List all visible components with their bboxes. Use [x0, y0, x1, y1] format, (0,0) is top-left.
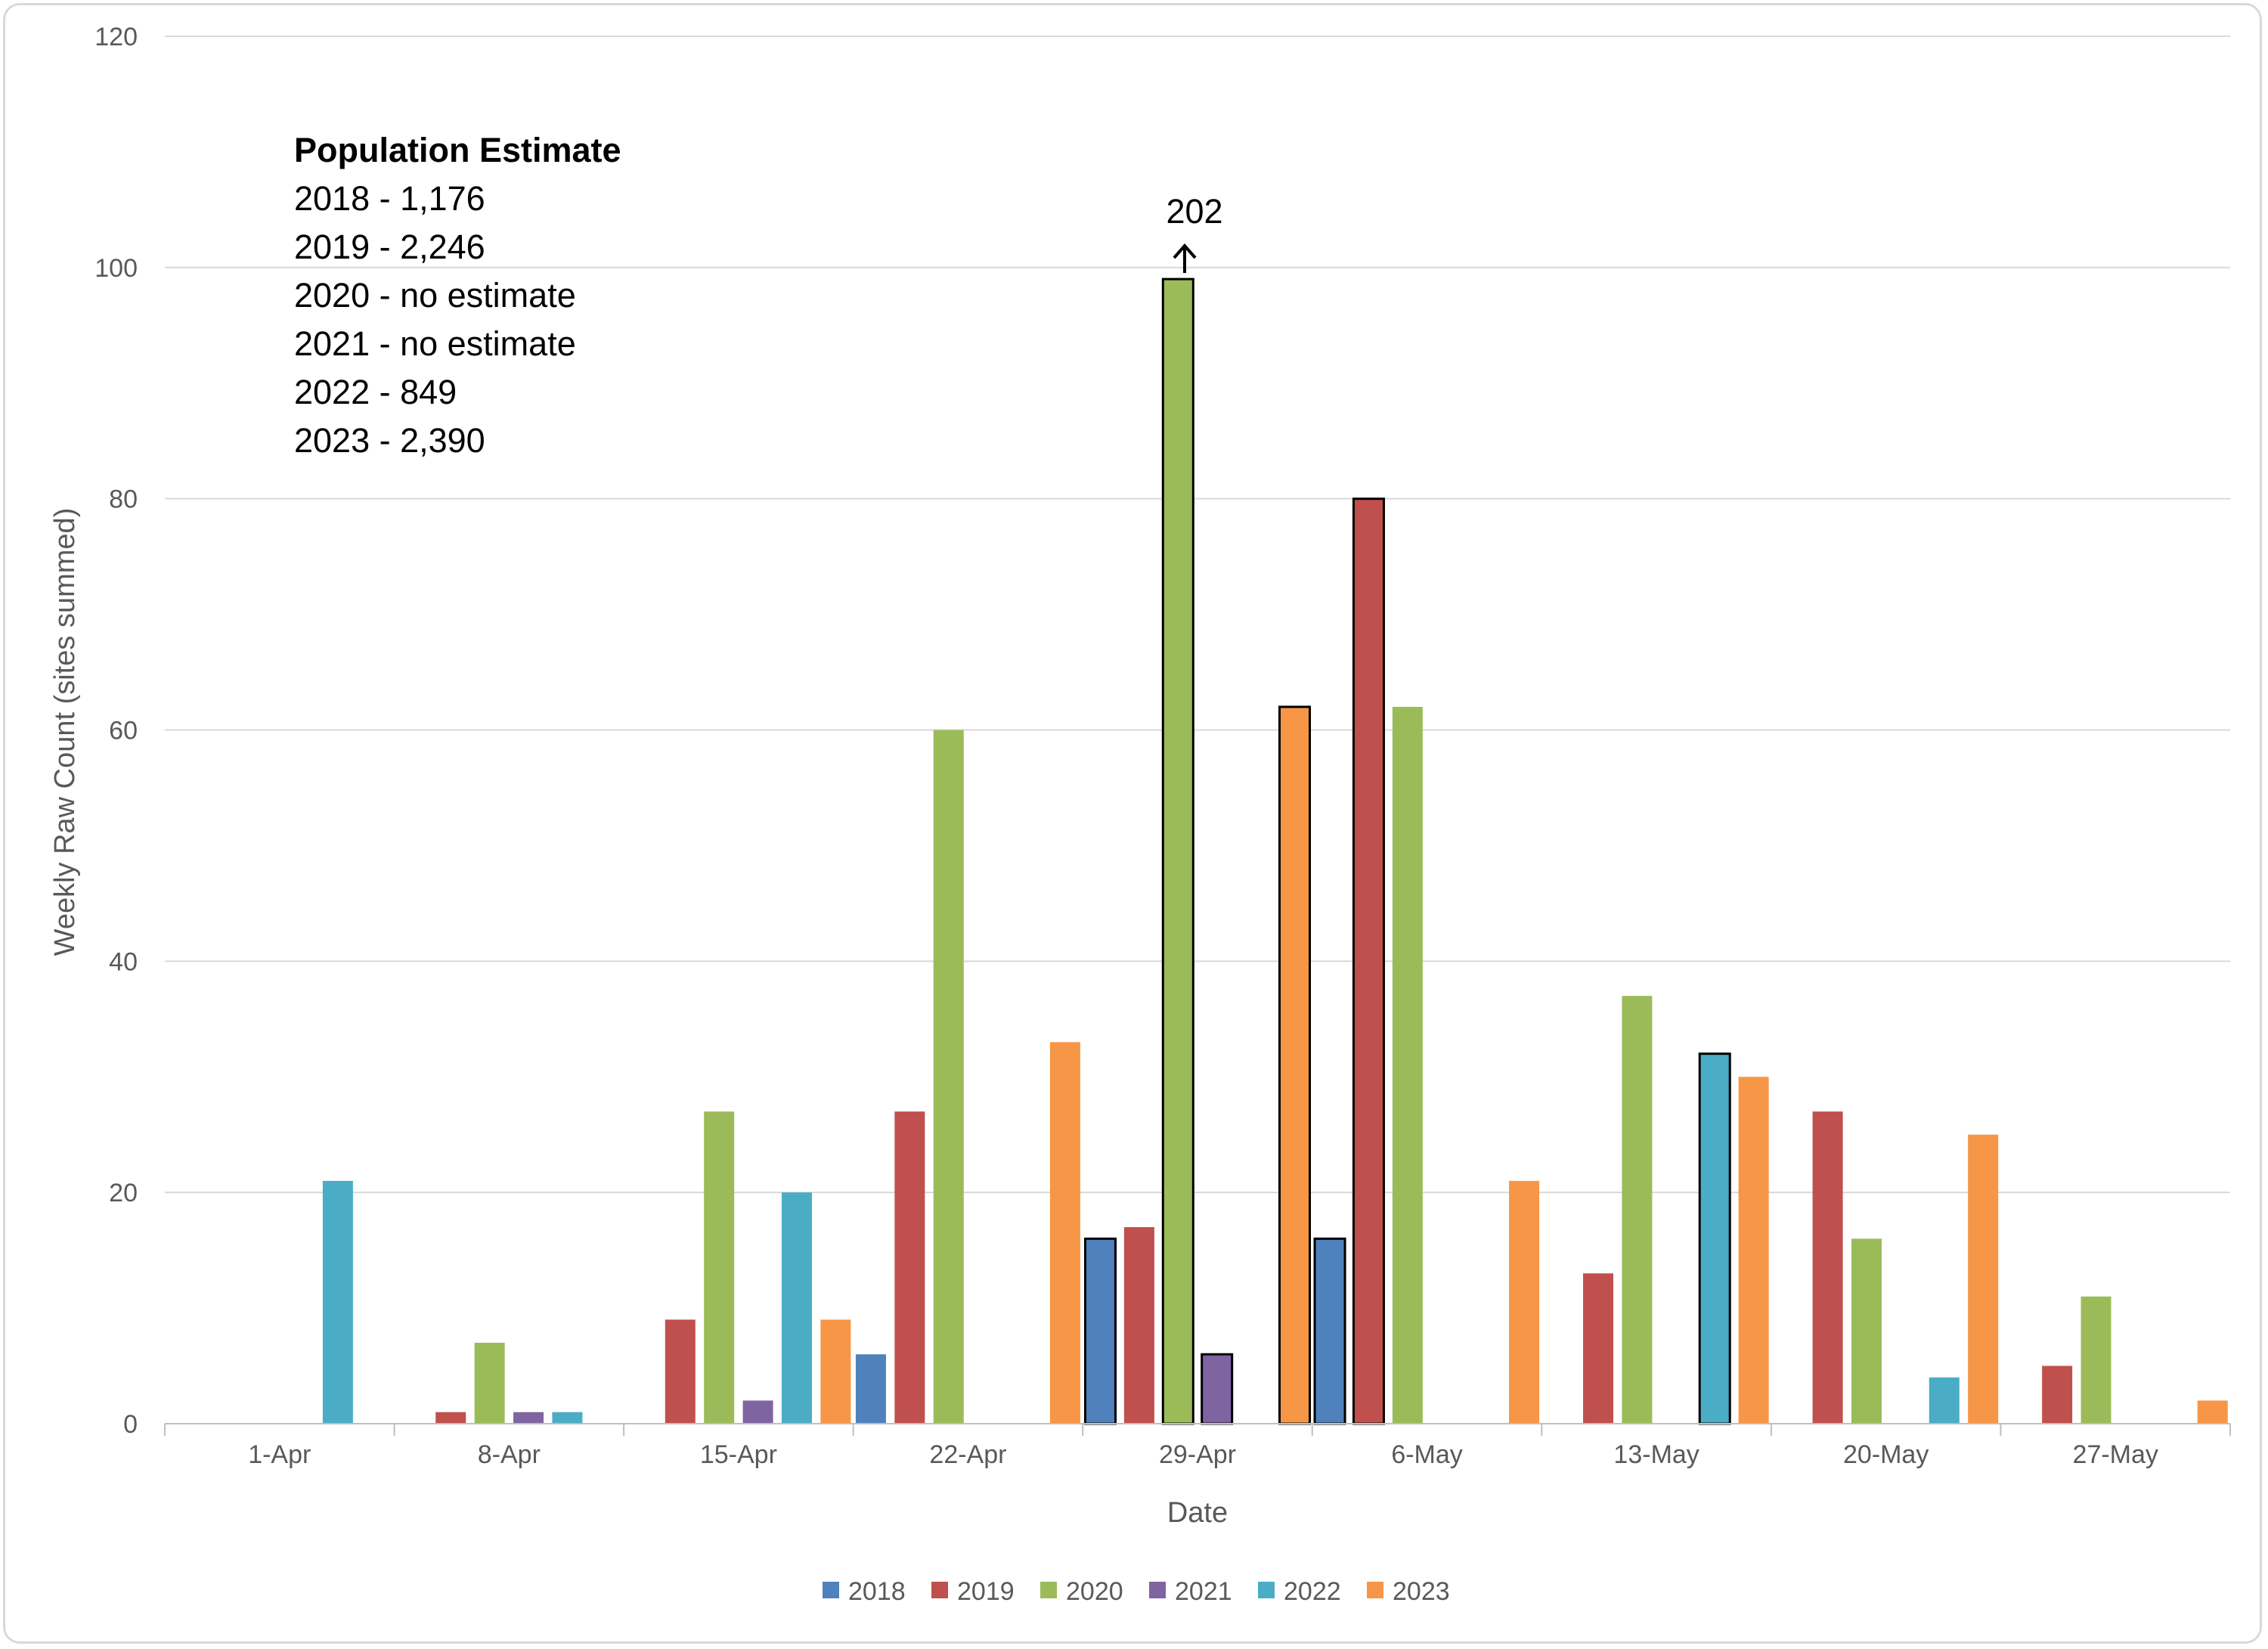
legend-swatch-2019 — [931, 1582, 948, 1598]
bar-2019-15-Apr — [665, 1319, 696, 1424]
bar-2021-15-Apr — [742, 1400, 773, 1424]
up-arrow-icon — [1173, 243, 1197, 273]
bar-2020-8-Apr — [474, 1342, 505, 1424]
truncated-value-label: 202 — [1166, 192, 1222, 231]
legend-label-2023: 2023 — [1393, 1577, 1450, 1606]
x-axis: 1-Apr 8-Apr 15-Apr 22-Apr 29-Apr 6-May 13-May 2… — [164, 1423, 2231, 1469]
annotation-line: 2019 - 2,246 — [294, 228, 485, 266]
gridlines — [165, 36, 2230, 1194]
legend-swatch-2020 — [1040, 1582, 1057, 1598]
annotation-line: 2018 - 1,176 — [294, 179, 485, 218]
x-tick-label: 6-May — [1391, 1440, 1462, 1469]
y-tick-label: 80 — [109, 485, 138, 514]
bar-2023-13-May — [1738, 1077, 1769, 1424]
bar-2020-6-May — [1392, 706, 1423, 1424]
y-tick-label: 0 — [123, 1410, 138, 1439]
bar-2019-6-May — [1352, 497, 1385, 1425]
x-tick-label: 22-Apr — [929, 1440, 1006, 1469]
y-tick-label: 100 — [94, 254, 138, 283]
bar-2021-29-Apr — [1201, 1353, 1234, 1425]
bar-2021-8-Apr — [513, 1412, 544, 1424]
bar-2022-15-Apr — [781, 1192, 812, 1424]
y-tick-label: 60 — [109, 717, 138, 745]
y-axis-title: Weekly Raw Count (sites summed) — [49, 508, 81, 956]
bar-2022-1-Apr — [322, 1180, 353, 1424]
bar-2018-6-May — [1313, 1237, 1346, 1425]
x-tick-label: 29-Apr — [1159, 1440, 1236, 1469]
bar-2019-20-May — [1812, 1111, 1843, 1424]
y-tick-label: 20 — [109, 1179, 138, 1207]
bar-2022-13-May — [1698, 1052, 1731, 1425]
x-tick-label: 1-Apr — [248, 1440, 311, 1469]
legend-label-2020: 2020 — [1066, 1577, 1123, 1606]
legend-swatch-2022 — [1258, 1582, 1275, 1598]
bar-2018-29-Apr — [1084, 1237, 1117, 1425]
bar-2020-22-Apr — [933, 730, 964, 1424]
bar-2020-15-Apr — [704, 1111, 735, 1424]
bar-2019-13-May — [1583, 1273, 1614, 1424]
annotation-line: 2020 - no estimate — [294, 276, 576, 315]
bar-2023-15-Apr — [820, 1319, 851, 1424]
bar-2020-20-May — [1851, 1238, 1882, 1424]
bar-2019-8-Apr — [435, 1412, 466, 1424]
bar-2023-6-May — [1509, 1180, 1540, 1424]
annotation-line: 2023 - 2,390 — [294, 421, 485, 460]
x-tick-label: 13-May — [1613, 1440, 1699, 1469]
legend-label-2019: 2019 — [957, 1577, 1015, 1606]
y-axis: 0 20 40 60 80 100 120 — [94, 23, 138, 1439]
annotation-line: 2022 - 849 — [294, 373, 457, 411]
x-tick-label: 20-May — [1843, 1440, 1929, 1469]
bar-2023-27-May — [2197, 1400, 2228, 1424]
bar-2023-22-Apr — [1049, 1042, 1080, 1424]
x-tick-label: 8-Apr — [478, 1440, 541, 1469]
y-tick-label: 120 — [94, 23, 138, 51]
x-axis-title: Date — [1167, 1497, 1228, 1529]
bar-2019-29-Apr — [1123, 1227, 1154, 1424]
annotation-title: Population Estimate — [294, 131, 621, 169]
bar-2023-29-Apr — [1278, 705, 1311, 1425]
legend-label-2018: 2018 — [848, 1577, 906, 1606]
bar-2019-27-May — [2042, 1365, 2073, 1424]
bar-2023-20-May — [1968, 1134, 1999, 1424]
legend: 2018 2019 2020 2021 2022 2023 — [823, 1577, 1450, 1606]
legend-swatch-2018 — [823, 1582, 839, 1598]
bar-2020-27-May — [2081, 1296, 2112, 1424]
x-tick-label: 15-Apr — [700, 1440, 777, 1469]
x-tick-label: 27-May — [2073, 1440, 2158, 1469]
bar-2018-22-Apr — [855, 1354, 886, 1424]
bar-2020-13-May — [1622, 996, 1653, 1424]
annotation-line: 2021 - no estimate — [294, 324, 576, 363]
bar-2019-22-Apr — [894, 1111, 925, 1424]
legend-swatch-2023 — [1367, 1582, 1383, 1598]
legend-label-2022: 2022 — [1284, 1577, 1341, 1606]
y-tick-label: 40 — [109, 947, 138, 976]
legend-label-2021: 2021 — [1175, 1577, 1232, 1606]
truncated-bar-indicator: 202 — [1166, 192, 1223, 273]
bars — [322, 277, 2228, 1425]
bar-2022-20-May — [1929, 1377, 1960, 1424]
bar-2022-8-Apr — [552, 1412, 583, 1424]
population-estimate-annotation: Population Estimate 2018 - 1,176 2019 - … — [294, 131, 621, 460]
legend-swatch-2021 — [1149, 1582, 1166, 1598]
bar-2020-29-Apr — [1161, 277, 1194, 1425]
